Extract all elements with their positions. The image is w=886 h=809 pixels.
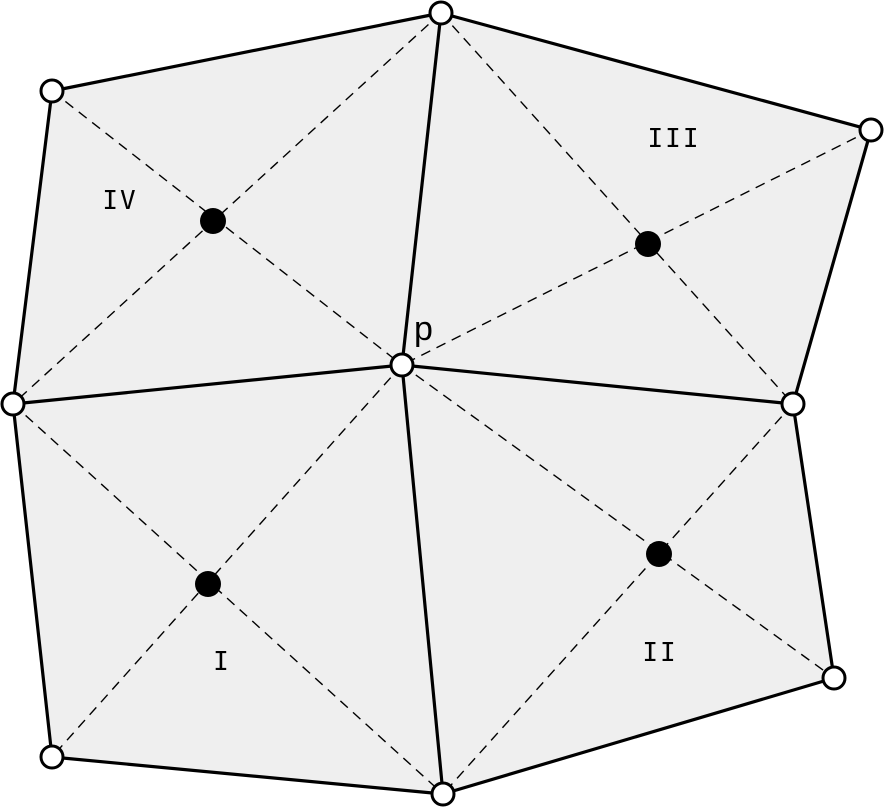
label-cell-II: II [642, 638, 677, 668]
label-cell-III: III [648, 124, 701, 154]
vertex-top-middle [428, 0, 454, 26]
label-cell-I: I [213, 647, 231, 677]
diagonal-I-a [12, 403, 444, 795]
center-dot-II [646, 541, 672, 567]
vertex-bottom-middle [430, 781, 456, 807]
diagonal-IV-a [51, 90, 403, 366]
diagonal-III-a [440, 12, 794, 405]
vertex-mid-right [780, 391, 806, 417]
cell-centers [195, 208, 672, 597]
diagonal-II-a [401, 364, 835, 679]
center-dot-IV [200, 208, 226, 234]
label-center-vertex: p [414, 310, 433, 348]
center-dot-I [195, 571, 221, 597]
cell-I [13, 365, 443, 794]
vertex-mid-left [0, 391, 26, 417]
vertex-bottom-left [39, 744, 65, 770]
vertex-top-left [39, 78, 65, 104]
diagonal-I-b [51, 364, 403, 758]
edge-p-bottom [400, 364, 445, 795]
vertex-top-right [858, 117, 884, 143]
vertex-bottom-right [821, 665, 847, 691]
diagonal-II-b [442, 403, 794, 795]
cell-II [402, 365, 834, 794]
label-cell-IV: IV [102, 186, 137, 216]
cell-III [402, 13, 871, 404]
edge-p-right [401, 363, 794, 406]
edge-p-top [400, 12, 443, 366]
edge-p-left [12, 363, 403, 406]
diagonal-IV-b [12, 12, 442, 405]
vertex-center-p [389, 352, 415, 378]
center-dot-III [635, 231, 661, 257]
